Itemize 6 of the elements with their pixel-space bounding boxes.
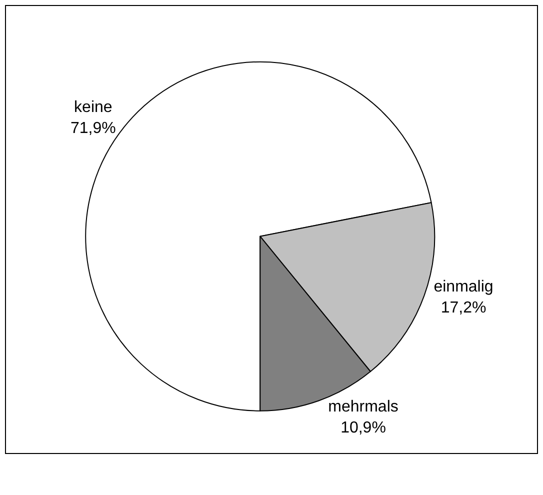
slice-label: einmalig bbox=[434, 278, 494, 296]
data-label: 10,9% bbox=[340, 419, 386, 436]
slice-label: keine bbox=[74, 99, 112, 116]
data-label: 71,9% bbox=[70, 120, 116, 137]
slice-label: mehrmals bbox=[328, 398, 398, 416]
data-label: 17,2% bbox=[440, 300, 486, 317]
